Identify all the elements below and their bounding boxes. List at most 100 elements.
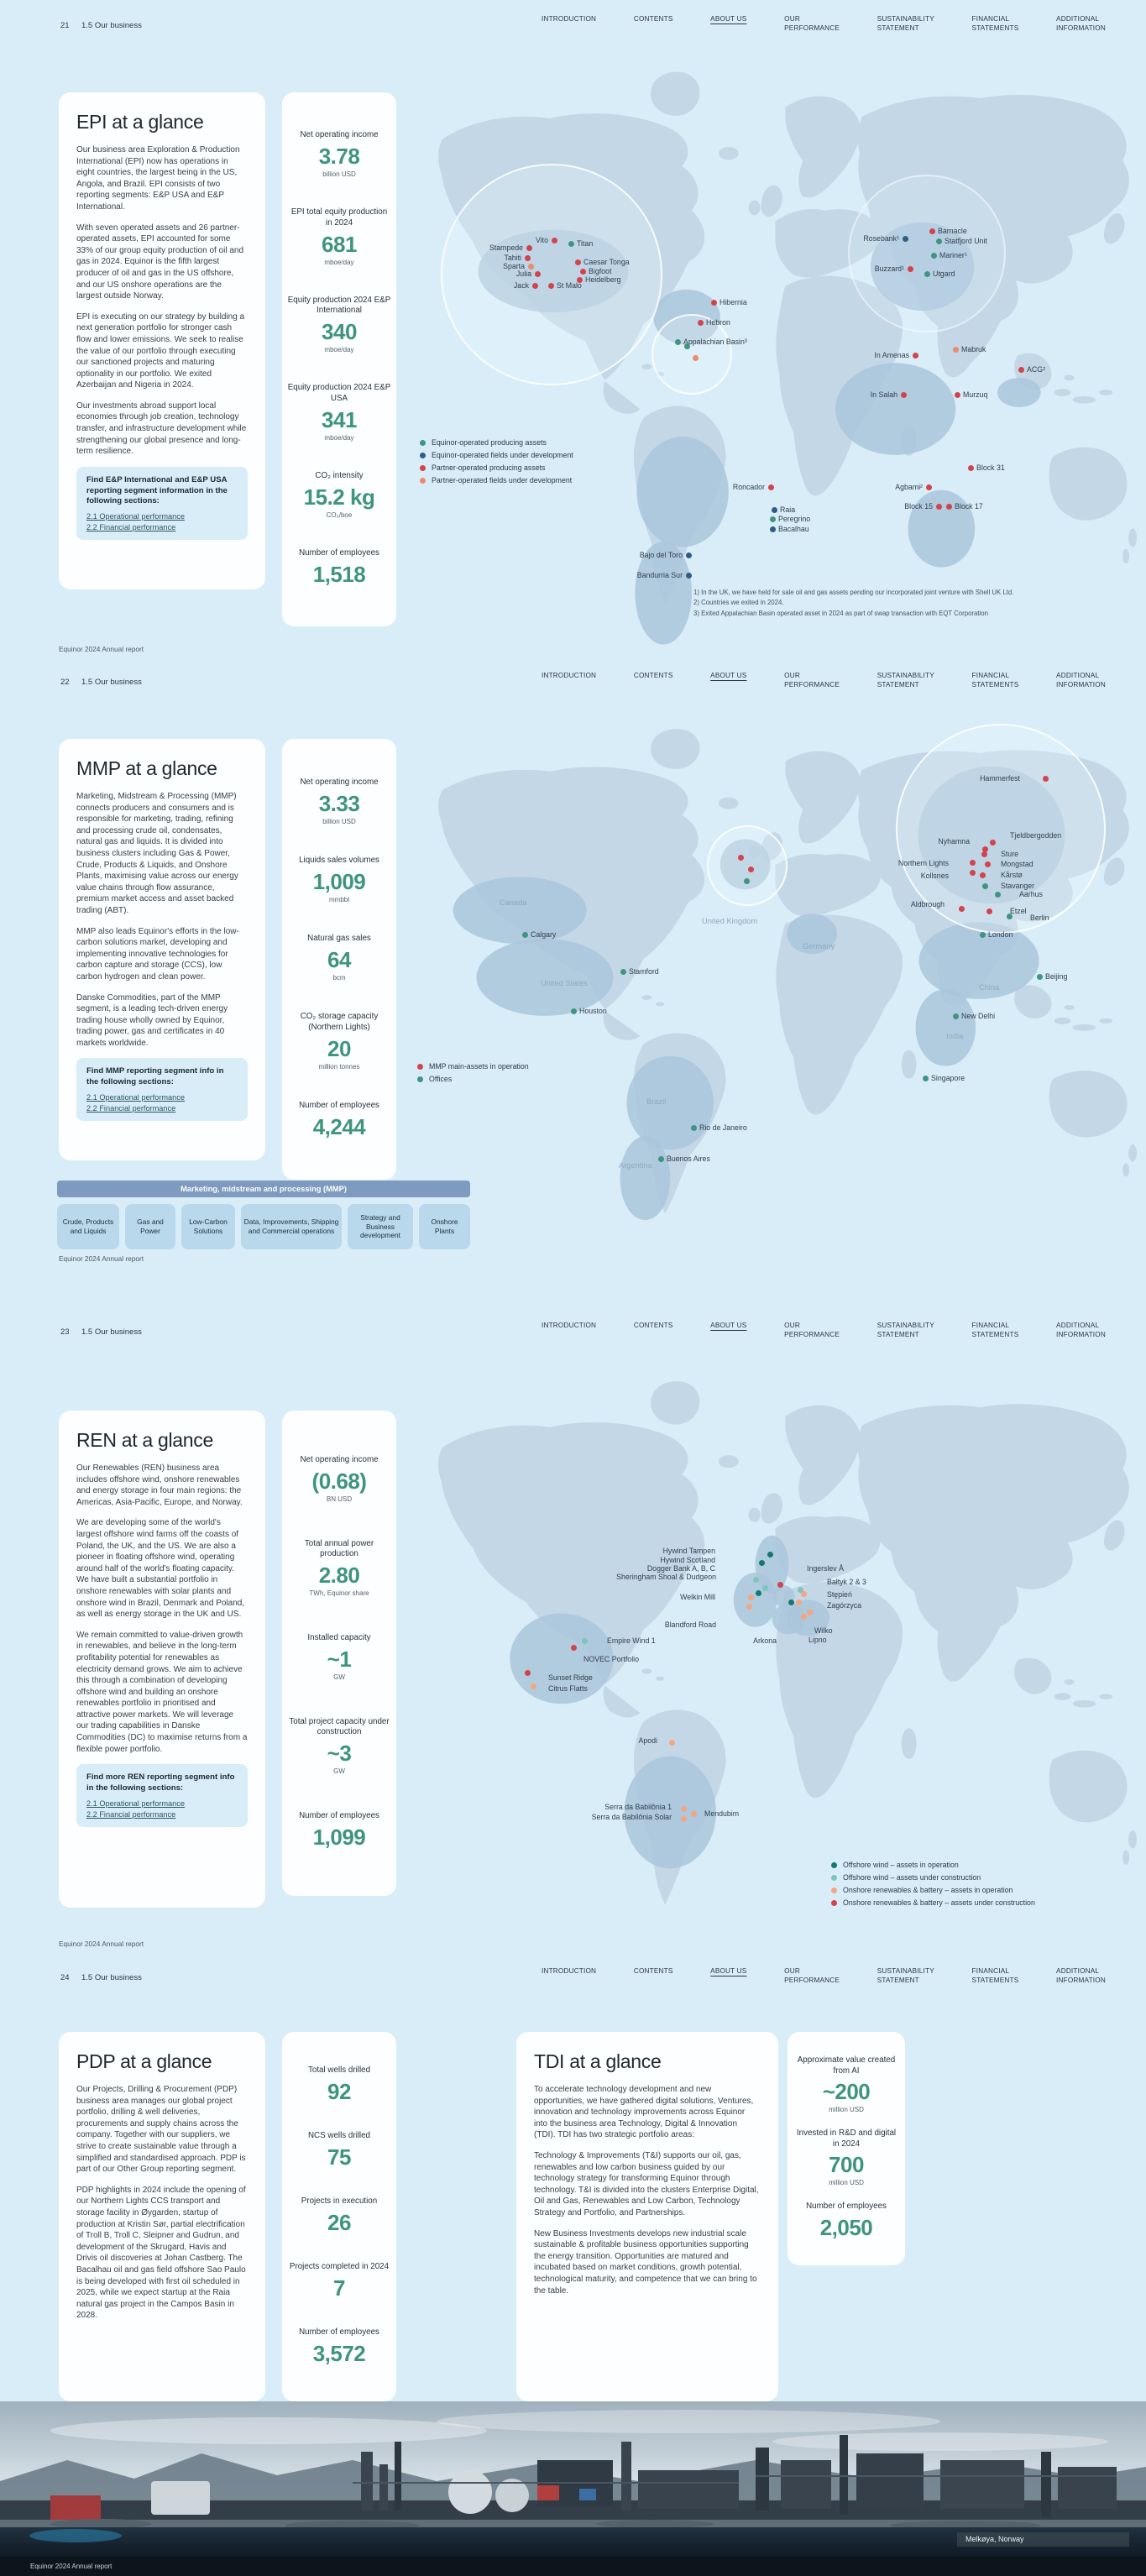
nav-item-introduction[interactable]: INTRODUCTION [542, 15, 597, 23]
melkoya-photo-art [0, 2401, 1146, 2557]
country-label: Canada [500, 898, 527, 907]
asset-marker-label: Blandford Road [664, 1620, 716, 1629]
nav-item-about-us[interactable]: ABOUT US [710, 15, 747, 23]
legend-label: Partner-operated fields under developmen… [432, 476, 573, 484]
nav-item-additional[interactable]: ADDITIONAL INFORMATION [1056, 15, 1106, 32]
asset-marker-dot [524, 1669, 531, 1676]
legend-label: Offices [429, 1075, 453, 1083]
nav-item-about-us[interactable]: ABOUT US [710, 672, 747, 679]
asset-marker-dot [534, 270, 541, 277]
asset-marker-label: Arkona [753, 1636, 777, 1645]
stat-value: 1,009 [312, 869, 366, 894]
asset-marker-label: Empire Wind 1 [607, 1636, 656, 1645]
asset-marker-dot [979, 872, 986, 878]
asset-marker-dot [945, 503, 952, 510]
body-paragraph: To accelerate technology development and… [534, 2085, 754, 2140]
asset-marker-dot [979, 931, 986, 938]
nav-item-contents[interactable]: CONTENTS [633, 672, 673, 679]
nav-item-introduction[interactable]: INTRODUCTION [542, 1322, 597, 1329]
nav-item-our[interactable]: OUR PERFORMANCE [784, 1967, 840, 1984]
reporting-link[interactable]: 2.2 Financial performance [86, 1103, 176, 1113]
mmp-diagram-row: Crude, Products and Liquids Gas and Power… [57, 1204, 470, 1249]
legend-item: Onshore renewables & battery – assets un… [831, 1898, 1035, 1907]
nav-item-our[interactable]: OUR PERFORMANCE [784, 672, 840, 689]
asset-marker-dot [986, 908, 992, 914]
legend-item: Offices [417, 1075, 529, 1083]
nav-item-contents[interactable]: CONTENTS [633, 15, 673, 23]
asset-marker-dot [680, 1805, 687, 1812]
asset-marker-dot [795, 1599, 802, 1605]
stat-item: Total wells drilled 92 [287, 2066, 391, 2106]
asset-marker-label: Vito [536, 236, 548, 244]
nav-item-financial[interactable]: FINANCIAL STATEMENTS [971, 672, 1019, 689]
nav-item-about-us[interactable]: ABOUT US [710, 1967, 747, 1975]
mmp-segment-box: Crude, Products and Liquids [57, 1204, 119, 1249]
reporting-link[interactable]: 2.1 Operational performance [86, 511, 185, 521]
asset-marker-dot [581, 1637, 588, 1644]
top-nav: INTRODUCTION CONTENTS ABOUT US OUR PERFORMA… [542, 672, 1106, 689]
stat-label: Projects completed in 2024 [289, 2262, 390, 2272]
nav-item-financial[interactable]: FINANCIAL STATEMENTS [971, 15, 1019, 32]
reporting-link[interactable]: 2.1 Operational performance [86, 1798, 185, 1808]
asset-marker-label: Bandurria Sur [636, 571, 683, 579]
stat-value: 75 [327, 2144, 351, 2170]
photo-caption: Melkøya, Norway [957, 2532, 1129, 2547]
nav-item-our[interactable]: OUR PERFORMANCE [784, 1322, 840, 1338]
mmp-segment-box: Gas and Power [125, 1204, 175, 1249]
nav-item-introduction[interactable]: INTRODUCTION [542, 1967, 597, 1975]
asset-marker-dot [769, 526, 776, 532]
stat-label: Number of employees [299, 2327, 379, 2338]
body-paragraph: New Business Investments develops new in… [534, 2228, 757, 2296]
nav-item-financial[interactable]: FINANCIAL STATEMENTS [971, 1322, 1019, 1338]
country-label: Germany [803, 942, 835, 950]
asset-marker-dot [777, 1581, 783, 1588]
nav-item-introduction[interactable]: INTRODUCTION [542, 672, 597, 679]
reporting-link[interactable]: 2.1 Operational performance [86, 1092, 185, 1102]
asset-marker-dot [521, 931, 528, 938]
nav-item-about-us[interactable]: ABOUT US [710, 1322, 747, 1329]
asset-marker-label: Sparta [503, 262, 525, 270]
stat-item: Invested in R&D and digital in 2024 700 mi… [793, 2128, 900, 2186]
asset-marker-label: Statfjord Unit [945, 237, 987, 245]
asset-marker-dot [568, 240, 574, 247]
stat-label: CO₂ intensity [315, 470, 364, 480]
stat-label: Equity production 2024 E&P USA [287, 383, 391, 403]
asset-marker-label: Citrus Flatts [548, 1684, 588, 1693]
asset-marker-label: Bigfoot [589, 267, 612, 275]
nav-item-contents[interactable]: CONTENTS [633, 1967, 673, 1975]
mmp-segment-box: Data, Improvements, Shipping and Commerc… [241, 1204, 342, 1249]
nav-item-additional[interactable]: ADDITIONAL INFORMATION [1056, 1322, 1106, 1338]
stat-label: Approximate value created from AI [797, 2055, 896, 2076]
asset-marker-label: Titan [577, 239, 594, 248]
stat-label: Number of employees [299, 1811, 379, 1821]
stat-item: Net operating income 3.78 billion USD [287, 130, 391, 178]
reporting-link[interactable]: 2.2 Financial performance [86, 522, 176, 531]
stat-value: 7 [333, 2275, 345, 2301]
asset-marker-dot [1036, 973, 1043, 980]
page-number: 24 [60, 1973, 70, 1982]
nav-item-contents[interactable]: CONTENTS [633, 1322, 673, 1329]
stat-value: 681 [322, 231, 357, 257]
asset-marker-label: Raia [780, 505, 796, 514]
nav-item-additional[interactable]: ADDITIONAL INFORMATION [1056, 1967, 1106, 1984]
find-reporting-box: Find MMP reporting segment info in the f… [76, 1058, 248, 1121]
nav-item-sustainability[interactable]: SUSTAINABILITY STATEMENT [877, 672, 934, 689]
nav-item-our[interactable]: OUR PERFORMANCE [784, 15, 840, 32]
asset-marker-dot [761, 1584, 768, 1591]
nav-item-sustainability[interactable]: SUSTAINABILITY STATEMENT [877, 1322, 934, 1338]
page-number: 21 [60, 21, 70, 30]
reporting-link[interactable]: 2.2 Financial performance [86, 1809, 176, 1819]
asset-marker-dot [994, 891, 1001, 898]
stats-card: Total wells drilled 92 NCS wells drilled 75… [282, 2032, 396, 2401]
asset-marker-label: Nyhamna [938, 837, 970, 846]
stats-card: Net operating income (0.68) BN USD Total an… [282, 1411, 396, 1896]
asset-marker-label: Bajo del Toro [639, 551, 683, 559]
map-magnifier-circle [848, 175, 1006, 332]
asset-marker-dot [788, 1599, 794, 1605]
stat-item: Natural gas sales 64 bcm [287, 934, 391, 982]
nav-item-financial[interactable]: FINANCIAL STATEMENTS [971, 1967, 1019, 1984]
nav-item-sustainability[interactable]: SUSTAINABILITY STATEMENT [877, 1967, 934, 1984]
nav-item-additional[interactable]: ADDITIONAL INFORMATION [1056, 672, 1106, 689]
asset-marker-label: Hywind Scotland [660, 1556, 715, 1564]
nav-item-sustainability[interactable]: SUSTAINABILITY STATEMENT [877, 15, 934, 32]
